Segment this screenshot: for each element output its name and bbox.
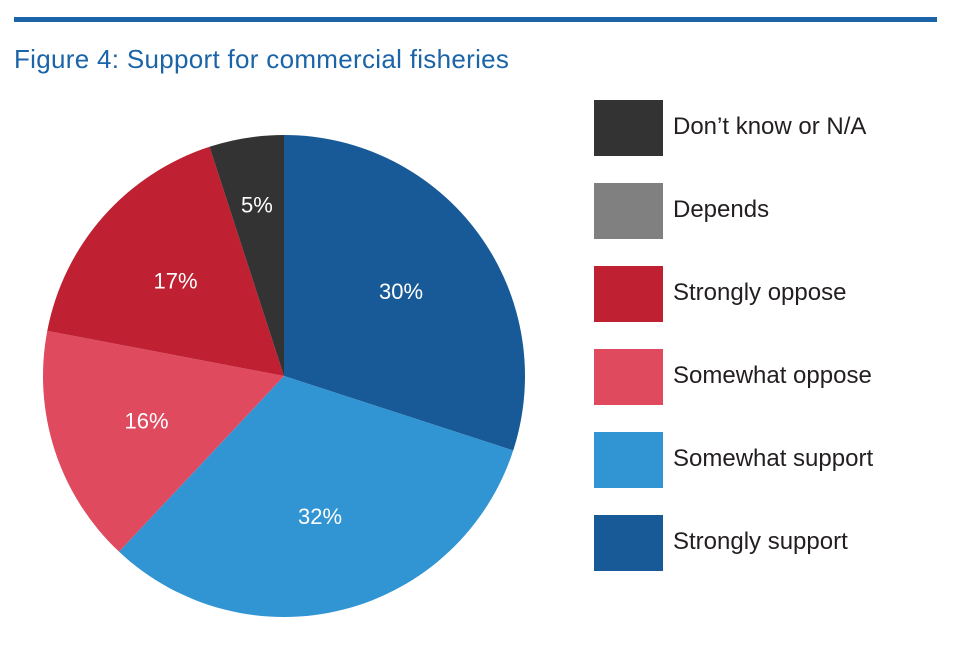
slice-label-somewhat-oppose: 16% <box>124 409 168 434</box>
pie-slice-somewhat-oppose <box>43 330 284 552</box>
legend-label: Don’t know or N/A <box>673 113 867 140</box>
figure-title: Figure 4: Support for commercial fisheri… <box>14 44 510 74</box>
slice-label-don-t-know-or-n-a: 5% <box>241 193 273 218</box>
legend-swatch <box>594 266 663 322</box>
legend-swatch <box>594 515 663 571</box>
legend-item: Don’t know or N/A <box>594 100 944 156</box>
legend-item: Strongly support <box>594 515 944 571</box>
legend-item: Somewhat oppose <box>594 349 944 405</box>
slice-label-somewhat-support: 32% <box>298 504 342 529</box>
pie-slice-strongly-oppose <box>47 146 284 376</box>
legend-label: Depends <box>673 196 770 223</box>
legend: Don’t know or N/A Depends Strongly oppose S… <box>594 100 944 598</box>
legend-swatch <box>594 349 663 405</box>
pie-slice-don-t-know-or-n-a <box>209 135 284 376</box>
legend-label: Somewhat oppose <box>673 362 872 389</box>
legend-swatch <box>594 100 663 156</box>
top-rule <box>14 17 937 22</box>
legend-label: Strongly support <box>673 528 848 555</box>
legend-swatch <box>594 183 663 239</box>
slice-label-strongly-support: 30% <box>379 279 423 304</box>
legend-item: Depends <box>594 183 944 239</box>
legend-label: Somewhat support <box>673 445 874 472</box>
pie-slice-somewhat-support <box>119 376 514 617</box>
legend-item: Strongly oppose <box>594 266 944 322</box>
legend-swatch <box>594 432 663 488</box>
legend-item: Somewhat support <box>594 432 944 488</box>
pie-slice-strongly-support <box>284 135 525 451</box>
slice-label-strongly-oppose: 17% <box>153 268 197 293</box>
legend-label: Strongly oppose <box>673 279 847 306</box>
